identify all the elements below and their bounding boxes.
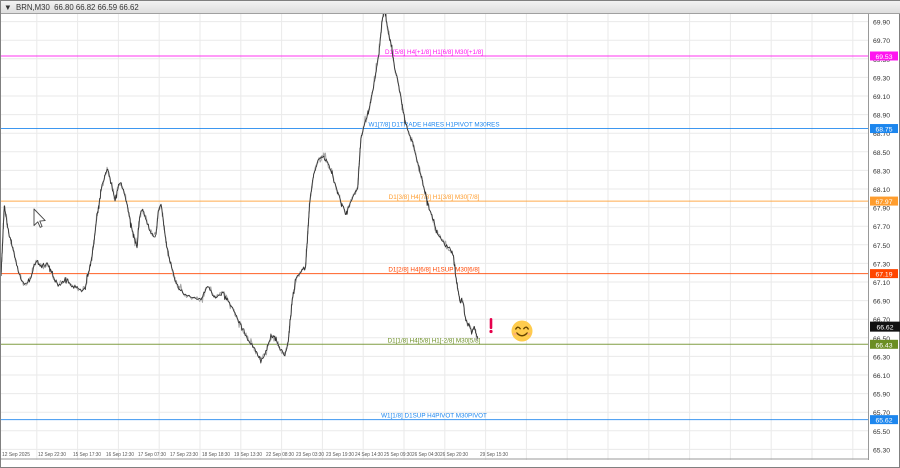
svg-text:68.10: 68.10 xyxy=(873,187,890,194)
svg-text:17 Sep 07:30: 17 Sep 07:30 xyxy=(138,452,166,458)
svg-text:68.30: 68.30 xyxy=(873,168,890,175)
svg-text:12 Sep 2025: 12 Sep 2025 xyxy=(2,452,30,458)
svg-text:29 Sep 15:30: 29 Sep 15:30 xyxy=(480,452,508,458)
svg-text:19 Sep 13:30: 19 Sep 13:30 xyxy=(234,452,262,458)
svg-text:68.75: 68.75 xyxy=(875,127,892,134)
svg-text:D1[2/8] H4[6/8] H1SUP M30[6/8]: D1[2/8] H4[6/8] H1SUP M30[6/8] xyxy=(388,267,479,274)
svg-text:D1[1/8] H4[5/8] H1[-2/8] M30[5: D1[1/8] H4[5/8] H1[-2/8] M30[5/8] xyxy=(388,337,481,344)
svg-text:67.30: 67.30 xyxy=(873,261,890,268)
svg-text:W1[1/8] D1SUP H4PIVOT M30PIVOT: W1[1/8] D1SUP H4PIVOT M30PIVOT xyxy=(381,413,487,420)
svg-text:66.43: 66.43 xyxy=(875,342,892,349)
svg-text:D1[5/8] H4[+1/8] H1[6/8] M30[+: D1[5/8] H4[+1/8] H1[6/8] M30[+1/8] xyxy=(385,49,483,56)
svg-text:68.50: 68.50 xyxy=(873,150,890,157)
svg-text:65.50: 65.50 xyxy=(873,429,890,436)
svg-text:69.30: 69.30 xyxy=(873,75,890,82)
svg-text:18 Sep 18:30: 18 Sep 18:30 xyxy=(202,452,230,458)
svg-text:66.90: 66.90 xyxy=(873,299,890,306)
svg-text:23 Sep 03:30: 23 Sep 03:30 xyxy=(296,452,324,458)
svg-text:67.70: 67.70 xyxy=(873,224,890,231)
svg-text:15 Sep 17:30: 15 Sep 17:30 xyxy=(73,452,101,458)
svg-text:69.10: 69.10 xyxy=(873,94,890,101)
svg-text:66.62: 66.62 xyxy=(876,325,893,332)
svg-text:24 Sep 14:30: 24 Sep 14:30 xyxy=(355,452,383,458)
svg-text:W1[7/8] D1TRADE H4RES H1PIVOT: W1[7/8] D1TRADE H4RES H1PIVOT M30RES xyxy=(368,122,499,129)
svg-text:25 Sep 09:30: 25 Sep 09:30 xyxy=(384,452,412,458)
svg-text:69.90: 69.90 xyxy=(873,20,890,27)
svg-text:69.53: 69.53 xyxy=(875,54,892,61)
svg-text:23 Sep 19:30: 23 Sep 19:30 xyxy=(326,452,354,458)
svg-text:69.70: 69.70 xyxy=(873,38,890,45)
svg-text:22 Sep 08:30: 22 Sep 08:30 xyxy=(266,452,294,458)
svg-text:66.30: 66.30 xyxy=(873,354,890,361)
svg-text:65.30: 65.30 xyxy=(873,447,890,454)
svg-text:65.62: 65.62 xyxy=(875,418,892,425)
svg-text:66.10: 66.10 xyxy=(873,373,890,380)
svg-text:67.19: 67.19 xyxy=(875,272,892,279)
svg-text:12 Sep 22:30: 12 Sep 22:30 xyxy=(38,452,66,458)
svg-text:67.10: 67.10 xyxy=(873,280,890,287)
svg-text:67.97: 67.97 xyxy=(875,199,892,206)
svg-text:68.90: 68.90 xyxy=(873,113,890,120)
svg-text:16 Sep 12:30: 16 Sep 12:30 xyxy=(106,452,134,458)
svg-text:17 Sep 23:30: 17 Sep 23:30 xyxy=(170,452,198,458)
svg-text:26 Sep 20:30: 26 Sep 20:30 xyxy=(440,452,468,458)
svg-text:D1[3/8] H4[7/8] H1[3/8] M30[7/: D1[3/8] H4[7/8] H1[3/8] M30[7/8] xyxy=(389,194,480,201)
svg-text:65.90: 65.90 xyxy=(873,392,890,399)
svg-text:67.50: 67.50 xyxy=(873,243,890,250)
svg-text:26 Sep 04:30: 26 Sep 04:30 xyxy=(412,452,440,458)
svg-text:67.90: 67.90 xyxy=(873,206,890,213)
